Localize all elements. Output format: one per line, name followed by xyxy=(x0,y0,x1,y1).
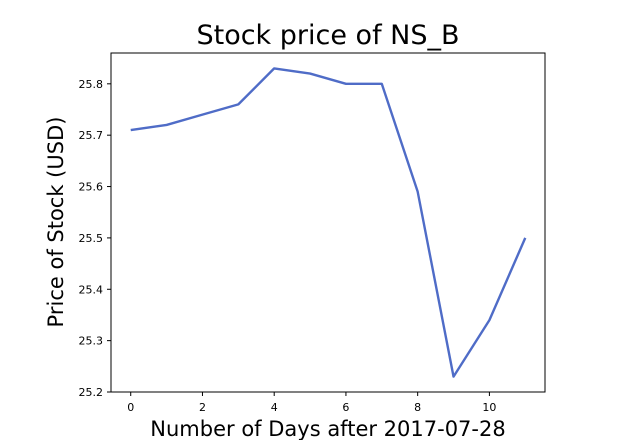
x-tick-label: 8 xyxy=(414,401,421,414)
chart-title: Stock price of NS_B xyxy=(196,20,459,51)
x-axis-ticks: 0 2 4 6 8 10 xyxy=(127,392,496,414)
price-series-line xyxy=(130,67,527,378)
y-tick-label: 25.8 xyxy=(79,78,104,91)
series-group xyxy=(130,67,527,378)
y-tick-label: 25.3 xyxy=(79,335,104,348)
x-axis-label: Number of Days after 2017-07-28 xyxy=(150,417,505,440)
y-tick-label: 25.7 xyxy=(79,129,104,142)
y-tick-label: 25.4 xyxy=(79,283,104,296)
x-tick-label: 6 xyxy=(342,401,349,414)
x-tick-label: 0 xyxy=(127,401,134,414)
y-axis-ticks: 25.2 25.3 25.4 25.5 25.6 25.7 25.8 xyxy=(79,78,111,399)
y-axis-label: Price of Stock (USD) xyxy=(44,117,68,328)
y-tick-label: 25.2 xyxy=(79,386,104,399)
y-tick-label: 25.6 xyxy=(79,181,104,194)
x-tick-label: 4 xyxy=(271,401,278,414)
x-tick-label: 10 xyxy=(482,401,496,414)
x-tick-label: 2 xyxy=(199,401,206,414)
y-tick-label: 25.5 xyxy=(79,232,104,245)
plot-area-frame xyxy=(110,52,546,393)
